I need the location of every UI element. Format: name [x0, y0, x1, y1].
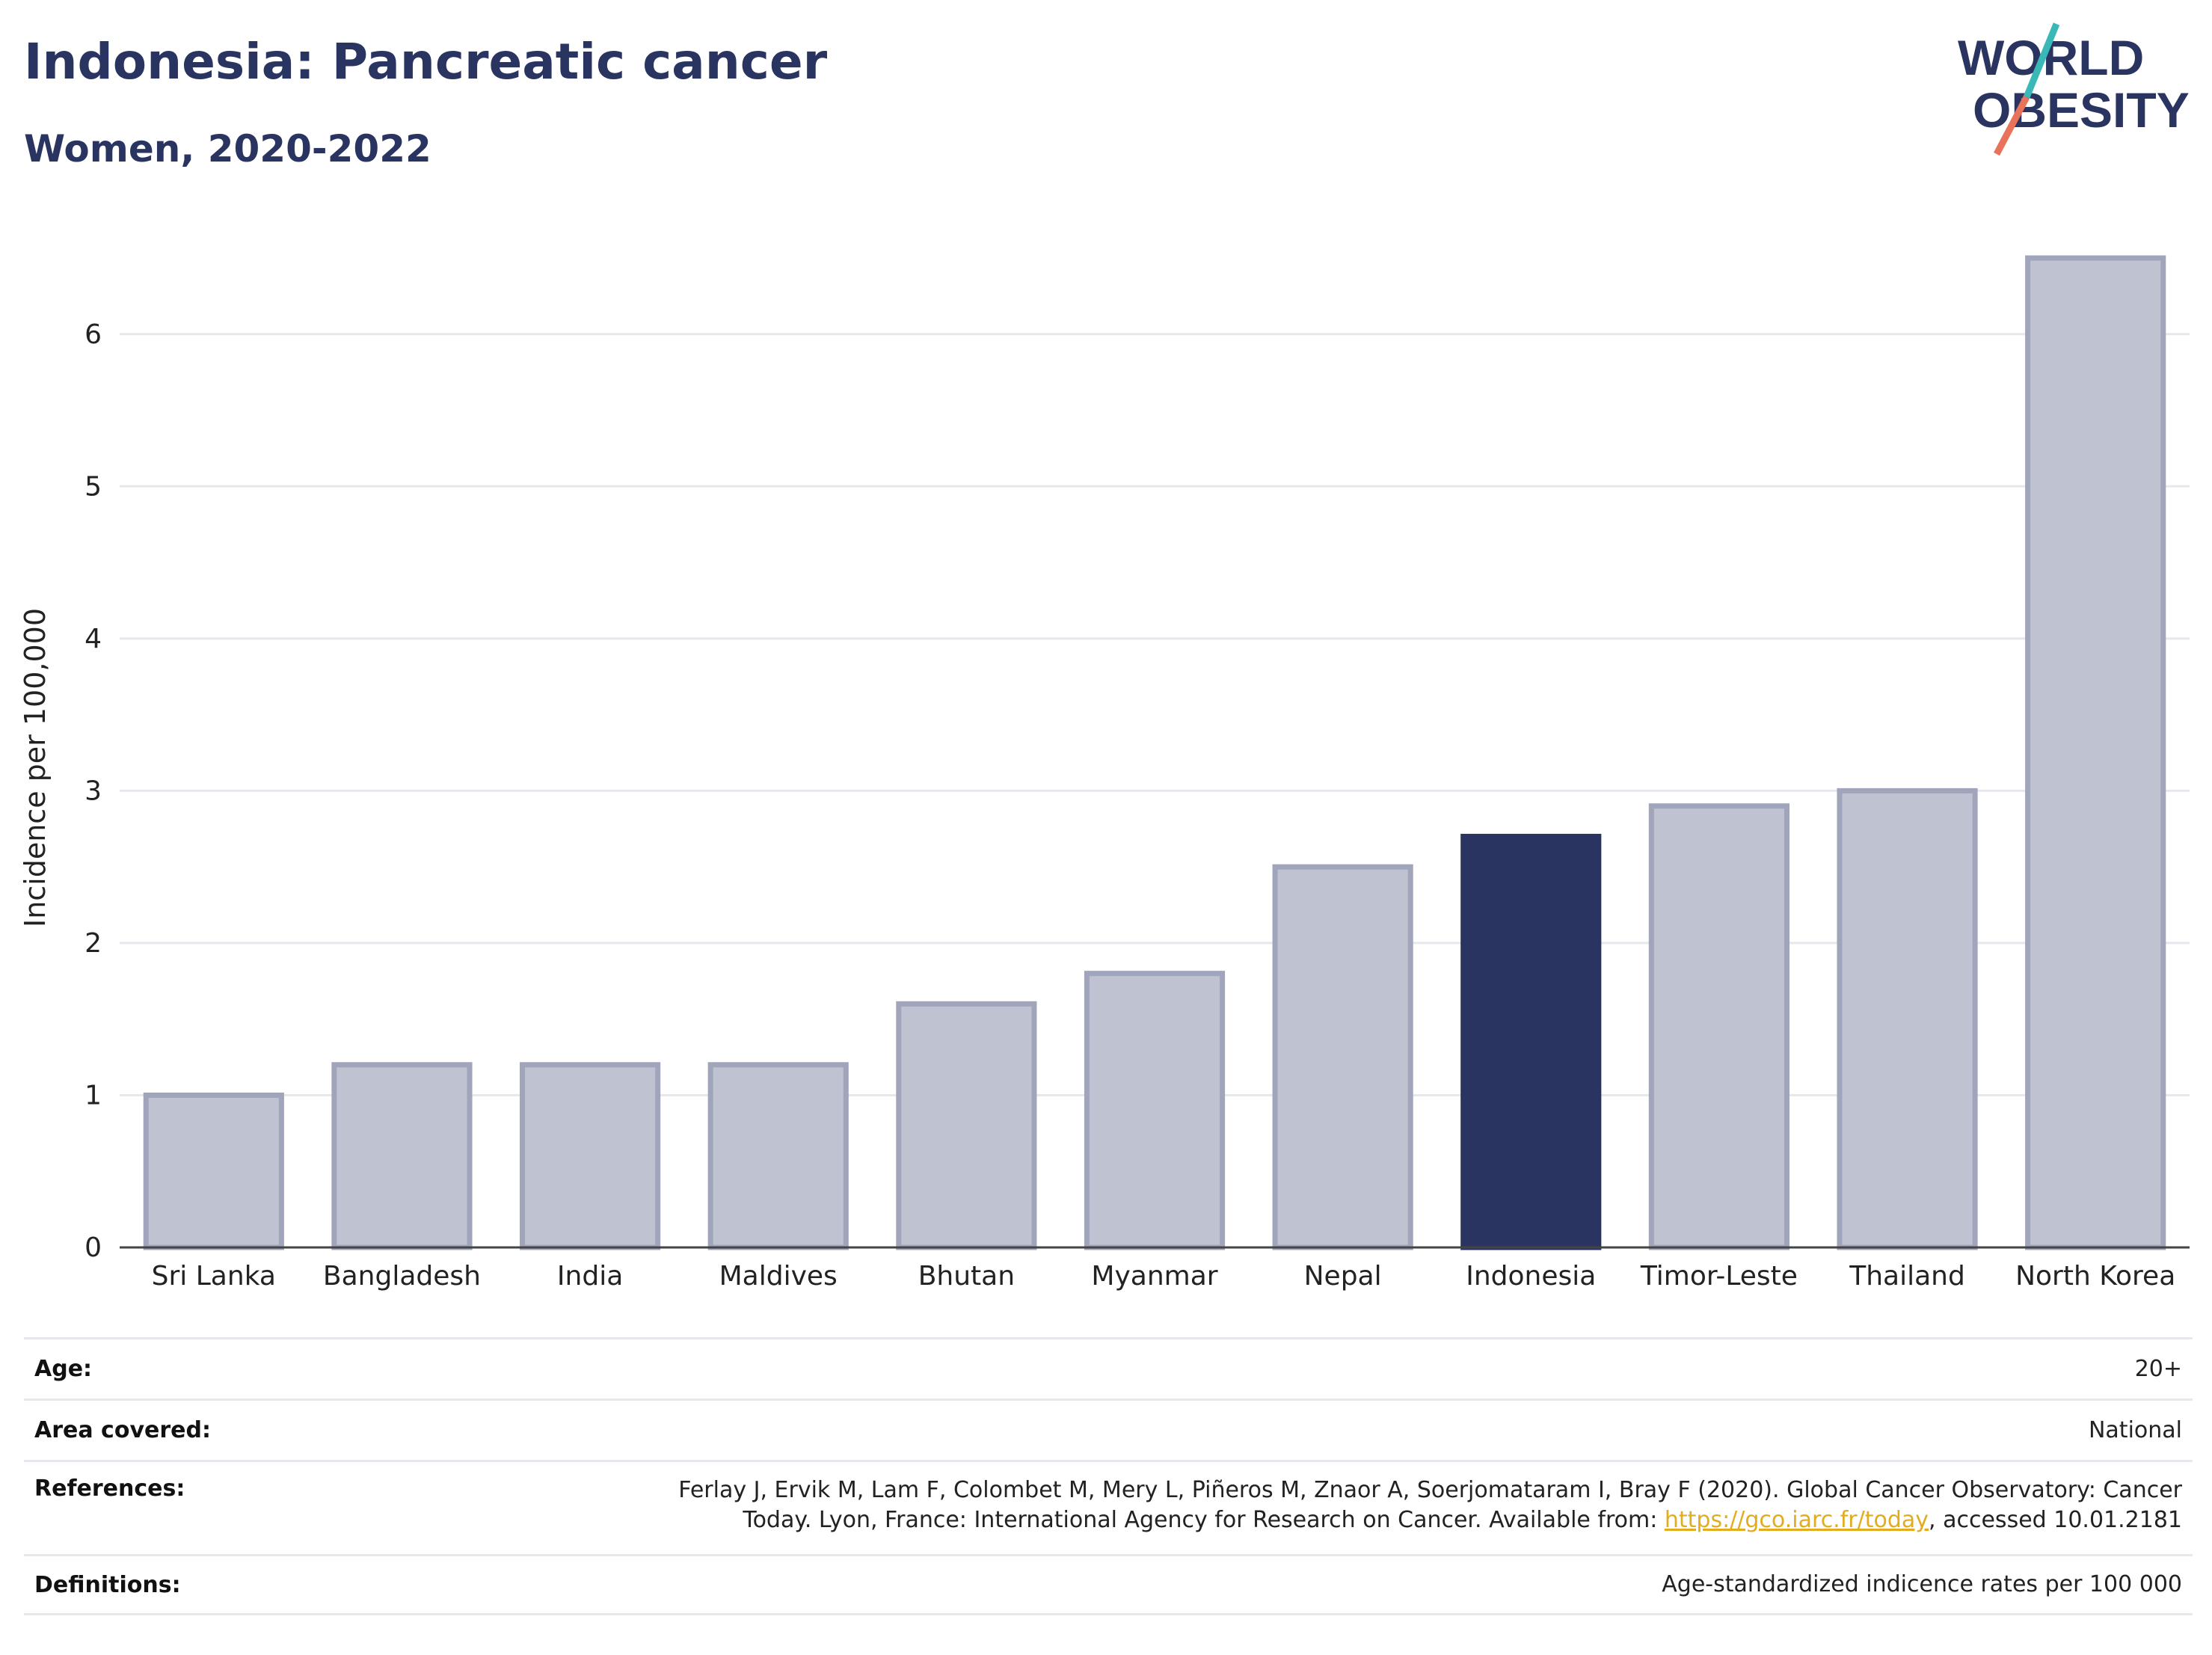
x-tick-label: Thailand — [1849, 1261, 1965, 1292]
definitions-value: Age-standardized indicence rates per 100… — [1662, 1571, 2182, 1597]
x-tick-label: Indonesia — [1466, 1261, 1596, 1292]
bar-maldives — [707, 1062, 849, 1250]
x-tick-label: Timor-Leste — [1640, 1261, 1798, 1292]
bar-myanmar — [1084, 971, 1226, 1250]
references-line2-pre: Today. Lyon, France: International Agenc… — [743, 1507, 1665, 1533]
references-line1: Ferlay J, Ervik M, Lam F, Colombet M, Me… — [678, 1477, 2182, 1503]
age-label: Age: — [34, 1356, 93, 1382]
age-value: 20+ — [2134, 1355, 2182, 1382]
references-line2-post: , accessed 10.01.2181 — [1929, 1507, 2182, 1533]
logo-slash-bottom — [1994, 95, 2030, 156]
y-tick-label: 6 — [85, 319, 102, 350]
bar-nepal — [1272, 864, 1413, 1250]
bar-timor-leste — [1648, 803, 1789, 1250]
x-tick-label: Sri Lanka — [152, 1261, 276, 1292]
x-tick-label: India — [557, 1261, 623, 1292]
metadata-row-area: Area covered: National — [24, 1398, 2193, 1460]
y-tick-label: 4 — [85, 624, 102, 654]
logo-slash-top — [2023, 22, 2060, 99]
y-tick-label: 1 — [85, 1080, 102, 1111]
chart-title: Indonesia: Pancreatic cancer — [24, 33, 828, 90]
area-covered-label: Area covered: — [34, 1417, 211, 1443]
x-axis-ticks: Sri Lanka Bangladesh India Maldives Bhutan My… — [152, 1261, 2176, 1292]
x-tick-label: Bhutan — [918, 1261, 1015, 1292]
bar-chart: 0 1 2 3 4 5 6 Sri Lanka Bangladesh India Maldives… — [19, 255, 2190, 1292]
metadata-table: Age: 20+ Area covered: National Referenc… — [24, 1337, 2193, 1615]
x-tick-label: Bangladesh — [323, 1261, 481, 1292]
x-tick-label: North Korea — [2015, 1261, 2175, 1292]
bar-sri-lanka — [143, 1092, 284, 1250]
bar-bhutan — [896, 1001, 1037, 1250]
bar-north-korea — [2025, 255, 2166, 1250]
metadata-row-definitions: Definitions: Age-standardized indicence … — [24, 1554, 2193, 1615]
bars — [143, 255, 2166, 1250]
y-axis-label: Incidence per 100,000 — [19, 608, 52, 927]
y-tick-label: 2 — [85, 928, 102, 959]
y-tick-label: 5 — [85, 471, 102, 502]
x-tick-label: Maldives — [719, 1261, 838, 1292]
bar-india — [520, 1062, 661, 1250]
bar-thailand — [1837, 787, 1978, 1250]
y-axis-ticks: 0 1 2 3 4 5 6 — [85, 319, 102, 1263]
x-tick-label: Myanmar — [1091, 1261, 1217, 1292]
y-tick-label: 0 — [85, 1232, 102, 1263]
area-covered-value: National — [2088, 1416, 2182, 1443]
y-tick-label: 3 — [85, 776, 102, 806]
x-tick-label: Nepal — [1304, 1261, 1382, 1292]
bar-bangladesh — [331, 1062, 473, 1250]
definitions-label: Definitions: — [34, 1571, 181, 1598]
metadata-row-age: Age: 20+ — [24, 1337, 2193, 1398]
references-label: References: — [34, 1476, 185, 1502]
bar-indonesia — [1460, 833, 1602, 1250]
chart-subtitle: Women, 2020-2022 — [24, 127, 431, 171]
references-value: Ferlay J, Ervik M, Lam F, Colombet M, Me… — [678, 1476, 2182, 1535]
references-link[interactable]: https://gco.iarc.fr/today — [1664, 1507, 1929, 1533]
world-obesity-logo: WORLD OBESITY — [1958, 22, 2190, 156]
metadata-row-references: References: Ferlay J, Ervik M, Lam F, Co… — [24, 1460, 2193, 1554]
